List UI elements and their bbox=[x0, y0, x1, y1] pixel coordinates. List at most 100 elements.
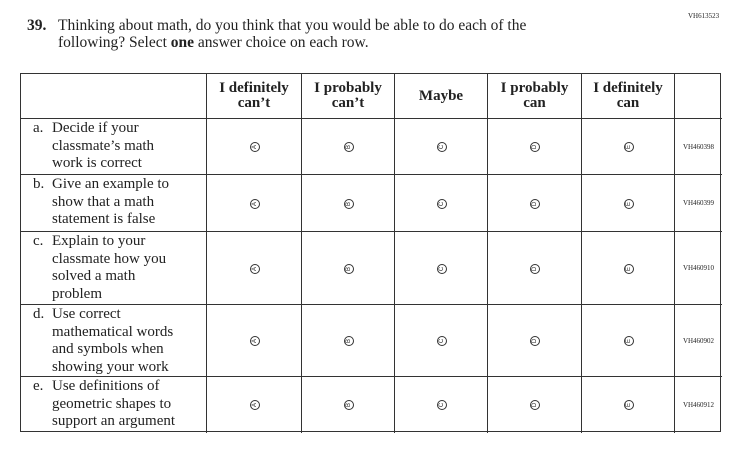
row-text-line: solved a math bbox=[52, 268, 136, 284]
header-cell bbox=[21, 74, 207, 119]
answer-bubble[interactable]: E bbox=[623, 198, 634, 209]
row-marker: e. bbox=[33, 378, 44, 394]
answer-bubble[interactable]: D bbox=[530, 198, 540, 209]
header-line: I probably bbox=[500, 80, 569, 96]
answer-bubble[interactable]: B bbox=[343, 400, 354, 410]
header-cell bbox=[675, 74, 722, 119]
answer-cell: D bbox=[488, 232, 582, 305]
row-text-line: geometric shapes to bbox=[52, 395, 172, 412]
row-text-line: mathematical words bbox=[52, 323, 174, 340]
row-text-line: Explain to your bbox=[52, 233, 146, 249]
item-code: VH460910 bbox=[675, 232, 722, 305]
answer-table: I definitely can’t I probably can’t Maybe I p… bbox=[20, 73, 722, 433]
answer-bubble[interactable]: C bbox=[436, 142, 447, 152]
row-marker: d. bbox=[33, 306, 45, 322]
answer-cell: B bbox=[302, 305, 395, 377]
question-text: Thinking about math, do you think that y… bbox=[58, 17, 658, 51]
answer-cell: D bbox=[488, 377, 582, 433]
answer-cell: A bbox=[207, 305, 302, 377]
answer-bubble[interactable]: E bbox=[623, 142, 634, 152]
answer-cell: C bbox=[395, 232, 488, 305]
column-header: I definitely can bbox=[582, 74, 675, 119]
column-header: I probably can’t bbox=[302, 74, 395, 119]
question-text-part: Thinking about math, do you think that y… bbox=[58, 17, 527, 34]
answer-bubble[interactable]: B bbox=[343, 198, 354, 209]
answer-cell: B bbox=[302, 232, 395, 305]
header-line: can’t bbox=[331, 95, 365, 111]
row-marker: c. bbox=[33, 233, 44, 249]
answer-cell: C bbox=[395, 305, 488, 377]
row-text-line: and symbols when bbox=[52, 341, 164, 357]
row-text-line: show that a math bbox=[52, 193, 155, 210]
answer-cell: E bbox=[582, 175, 675, 232]
answer-bubble[interactable]: E bbox=[623, 336, 634, 346]
row-label: c. Explain to your classmate how you solved… bbox=[21, 232, 207, 305]
row-text-line: Decide if your bbox=[52, 120, 139, 136]
answer-bubble[interactable]: A bbox=[249, 400, 260, 410]
header-line: can bbox=[523, 95, 546, 111]
row-text-line: classmate’s math bbox=[52, 137, 155, 154]
answer-bubble[interactable]: D bbox=[530, 400, 540, 410]
answer-cell: B bbox=[302, 175, 395, 232]
answer-bubble[interactable]: D bbox=[530, 142, 540, 152]
answer-bubble[interactable]: C bbox=[436, 198, 447, 209]
row-label: d. Use correct mathematical words and symbo… bbox=[21, 305, 207, 377]
answer-cell: A bbox=[207, 232, 302, 305]
row-text-line: classmate how you bbox=[52, 250, 167, 267]
answer-cell: A bbox=[207, 119, 302, 175]
answer-bubble[interactable]: E bbox=[623, 400, 634, 410]
answer-bubble[interactable]: C bbox=[436, 336, 447, 346]
row-text-line: work is correct bbox=[52, 155, 142, 171]
row-text-line: Use correct bbox=[52, 306, 121, 322]
answer-bubble[interactable]: A bbox=[249, 336, 260, 346]
row-text-line: showing your work bbox=[52, 358, 169, 375]
answer-bubble[interactable]: B bbox=[343, 263, 354, 274]
row-marker: a. bbox=[33, 120, 44, 136]
row-text-line: Give an example to bbox=[52, 176, 170, 192]
header-line: I probably bbox=[314, 80, 382, 96]
answer-cell: C bbox=[395, 377, 488, 433]
answer-bubble[interactable]: B bbox=[343, 142, 354, 152]
header-line: I definitely bbox=[219, 80, 289, 96]
answer-bubble[interactable]: C bbox=[436, 400, 447, 410]
question-text-part: answer choice on each row. bbox=[194, 34, 369, 51]
column-header: I definitely can’t bbox=[207, 74, 302, 119]
item-code: VH460912 bbox=[682, 401, 715, 409]
row-text-line: statement is false bbox=[52, 211, 156, 227]
answer-cell: C bbox=[395, 119, 488, 175]
question-text-part: following? Select bbox=[58, 34, 171, 51]
answer-cell: E bbox=[582, 232, 675, 305]
answer-bubble[interactable]: D bbox=[530, 336, 540, 346]
column-header: I probably can bbox=[488, 74, 582, 119]
answer-cell: D bbox=[488, 119, 582, 175]
answer-cell: A bbox=[207, 377, 302, 433]
answer-bubble[interactable]: C bbox=[436, 263, 447, 274]
item-code: VH460902 bbox=[675, 305, 722, 377]
row-text-line: support an argument bbox=[52, 413, 176, 429]
header-line: I definitely bbox=[593, 80, 663, 96]
column-header: Maybe bbox=[395, 74, 488, 119]
answer-bubble[interactable]: D bbox=[530, 263, 540, 274]
answer-bubble[interactable]: E bbox=[623, 263, 634, 274]
answer-bubble[interactable]: B bbox=[343, 336, 354, 346]
answer-cell: A bbox=[207, 175, 302, 232]
header-line: can bbox=[616, 95, 640, 111]
answer-cell: E bbox=[582, 119, 675, 175]
answer-cell: E bbox=[582, 377, 675, 433]
answer-bubble[interactable]: A bbox=[249, 198, 260, 209]
form-code: VH613523 bbox=[688, 12, 720, 20]
row-label: e. Use definitions of geometric shapes to s… bbox=[21, 377, 207, 433]
answer-bubble[interactable]: A bbox=[249, 263, 260, 274]
item-code: VH460399 bbox=[675, 175, 722, 232]
answer-cell: B bbox=[302, 119, 395, 175]
row-text-line: problem bbox=[52, 285, 102, 302]
header-line: Maybe bbox=[418, 87, 464, 104]
answer-bubble[interactable]: A bbox=[249, 142, 260, 152]
row-text-line: Use definitions of bbox=[52, 378, 160, 394]
question-number: 39. bbox=[27, 17, 47, 34]
answer-cell: D bbox=[488, 305, 582, 377]
answer-cell: E bbox=[582, 305, 675, 377]
question-text-part: one bbox=[170, 34, 195, 51]
row-marker: b. bbox=[33, 176, 45, 192]
